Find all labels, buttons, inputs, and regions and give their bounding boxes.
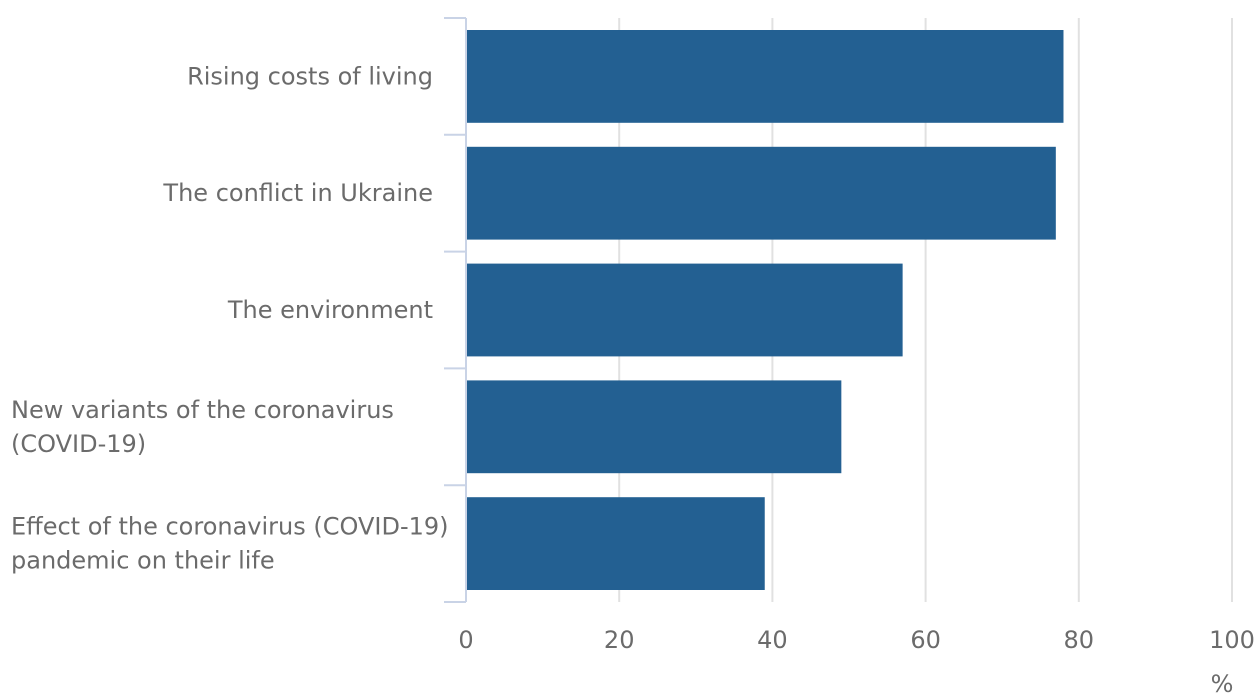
- bar-3: [466, 263, 903, 357]
- x-tick-label-80: 80: [1064, 626, 1095, 654]
- axis-layer: [444, 17, 467, 603]
- x-tick-label-20: 20: [604, 626, 635, 654]
- category-label-4-line-1: New variants of the coronavirus: [11, 396, 394, 424]
- bar-2: [466, 146, 1056, 240]
- category-label-5: Effect of the coronavirus (COVID-19) pand…: [11, 513, 449, 575]
- label-layer: 0 20 40 60 80 100 Rising costs of living The co…: [11, 62, 1255, 654]
- category-label-3: The environment: [227, 296, 433, 324]
- bar-1: [466, 30, 1064, 123]
- x-tick-label-100: 100: [1209, 626, 1255, 654]
- category-label-2: The conflict in Ukraine: [162, 179, 433, 207]
- category-label-4-line-2: (COVID-19): [11, 430, 146, 458]
- bar-4: [466, 380, 842, 474]
- category-label-5-line-1: Effect of the coronavirus (COVID-19): [11, 513, 449, 541]
- category-label-5-line-2: pandemic on their life: [11, 547, 275, 575]
- bar-layer: [466, 30, 1064, 590]
- x-tick-label-60: 60: [910, 626, 941, 654]
- x-tick-label-0: 0: [458, 626, 473, 654]
- x-tick-label-40: 40: [757, 626, 788, 654]
- x-axis-unit-label: %: [1211, 670, 1234, 693]
- category-label-4: New variants of the coronavirus (COVID-19…: [11, 396, 394, 458]
- bar-5: [466, 497, 765, 590]
- category-label-1: Rising costs of living: [187, 62, 433, 90]
